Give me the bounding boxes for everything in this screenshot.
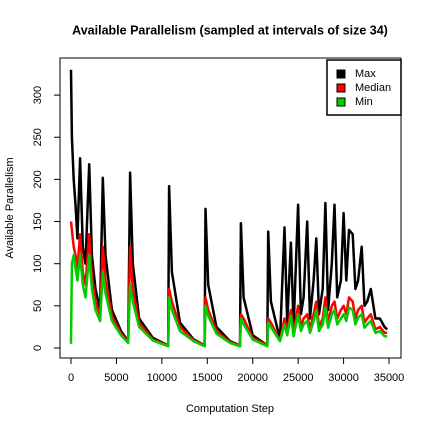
x-tick-label: 15000 [192,372,223,384]
x-tick-label: 10000 [147,372,178,384]
legend-label: Median [355,82,391,94]
x-tick-label: 0 [68,372,74,384]
chart-title: Available Parallelism (sampled at interv… [72,23,388,37]
series-line [69,69,389,347]
y-axis-label: Available Parallelism [4,157,16,258]
x-tick-label: 5000 [104,372,128,384]
series-line [69,253,388,348]
x-tick-label: 35000 [374,372,405,384]
y-tick-label: 50 [32,300,44,312]
y-tick-label: 100 [32,254,44,272]
y-tick-label: 250 [32,128,44,146]
y-tick-label: 300 [32,86,44,104]
y-tick-label: 0 [32,345,44,351]
legend-label: Min [355,96,373,108]
x-tick-label: 25000 [283,372,314,384]
x-tick-label: 20000 [237,372,268,384]
legend-label: Max [355,68,376,80]
x-axis-label: Computation Step [186,403,274,415]
y-tick-label: 200 [32,170,44,188]
plot-frame [59,57,402,359]
x-tick-label: 30000 [328,372,359,384]
legend-swatch [336,97,346,107]
legend-swatch [336,69,346,79]
legend-swatch [336,83,346,93]
y-tick-label: 150 [32,212,44,230]
